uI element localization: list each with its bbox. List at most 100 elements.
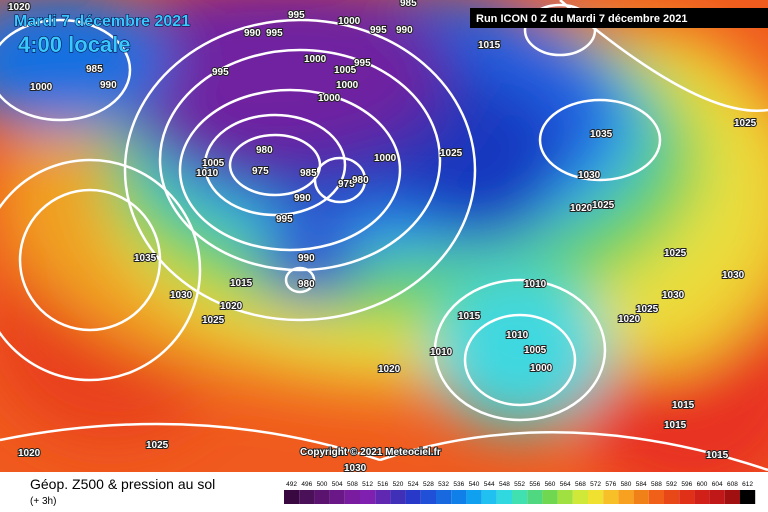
scale-swatch	[633, 490, 649, 504]
isobar-label: 1025	[636, 304, 659, 315]
isobar-label: 1000	[304, 54, 327, 65]
scale-label: 584	[636, 481, 647, 488]
isobar-label: 1025	[734, 118, 757, 129]
isobar-label: 1015	[230, 278, 253, 289]
isobar-label: 1035	[590, 129, 613, 140]
isobar-label: 1015	[478, 40, 501, 51]
isobar-label: 1025	[440, 148, 463, 159]
scale-label: 568	[575, 481, 586, 488]
isobar-label: 1015	[672, 400, 695, 411]
scale-swatch	[648, 490, 664, 504]
isobar-label: 1005	[334, 65, 357, 76]
isobar-label: 1000	[318, 93, 341, 104]
scale-swatch	[390, 490, 406, 504]
scale-swatch	[284, 490, 300, 504]
isobar-label: 1010	[506, 330, 529, 341]
scale-swatch	[451, 490, 467, 504]
scale-swatch	[466, 490, 482, 504]
isobar-label: 995	[354, 58, 371, 69]
scale-swatch	[436, 490, 452, 504]
isobar-label: 995	[370, 25, 387, 36]
color-scale: 492 496 500 504 508 512 516 520 524 528 532 536 540 5…	[284, 481, 756, 504]
scale-label: 556	[529, 481, 540, 488]
isobar-label: 1020	[8, 2, 31, 13]
scale-label: 588	[651, 481, 662, 488]
isobar-label: 1000	[30, 82, 53, 93]
date: Mardi 7 décembre 2021	[14, 13, 190, 30]
isobar-label: 990	[298, 253, 315, 264]
scale-swatch	[679, 490, 695, 504]
run-title: Run ICON 0 Z du Mardi 7 décembre 2021	[476, 13, 688, 25]
scale-swatch	[344, 490, 360, 504]
scale-swatch	[420, 490, 436, 504]
scale-label: 552	[514, 481, 525, 488]
scale-swatch	[740, 490, 756, 504]
isobar-label: 975	[338, 179, 355, 190]
scale-swatch	[314, 490, 330, 504]
isobar-label: 1025	[146, 440, 169, 451]
scale-label: 548	[499, 481, 510, 488]
scale-label: 544	[484, 481, 495, 488]
scale-swatch	[512, 490, 528, 504]
scale-swatch	[299, 490, 315, 504]
scale-label: 604	[712, 481, 723, 488]
isobar-label: 985	[86, 64, 103, 75]
isobar-label: 1025	[664, 248, 687, 259]
isobar-label: 1020	[220, 301, 243, 312]
scale-label: 504	[332, 481, 343, 488]
isobars	[0, 0, 768, 472]
footer-title: Géop. Z500 & pression au sol	[30, 476, 216, 492]
scale-swatch	[542, 490, 558, 504]
isobar-label: 980	[352, 175, 369, 186]
scale-label: 612	[742, 481, 753, 488]
scale-label: 492	[286, 481, 297, 488]
scale-swatch	[618, 490, 634, 504]
scale-swatch	[405, 490, 421, 504]
isobar-label: 1000	[530, 363, 553, 374]
isobar-label: 1015	[458, 311, 481, 322]
isobar-label: 990	[100, 80, 117, 91]
scale-label: 572	[590, 481, 601, 488]
scale-label: 592	[666, 481, 677, 488]
scale-label: 532	[438, 481, 449, 488]
scale-label: 600	[697, 481, 708, 488]
scale-label: 500	[317, 481, 328, 488]
isobar-label: 980	[256, 145, 273, 156]
isobar-label: 1020	[378, 364, 401, 375]
isobar-label: 980	[298, 279, 315, 290]
scale-label: 580	[621, 481, 632, 488]
scale-swatch	[557, 490, 573, 504]
isobar-label: 1030	[344, 463, 367, 472]
scale-label: 508	[347, 481, 358, 488]
scale-label: 596	[681, 481, 692, 488]
isobar-label: 1030	[662, 290, 685, 301]
isobar-label: 1010	[524, 279, 547, 290]
scale-swatch	[588, 490, 604, 504]
isobar-label: 1020	[18, 448, 41, 459]
scale-label: 540	[469, 481, 480, 488]
scale-swatch	[329, 490, 345, 504]
scale-swatch	[496, 490, 512, 504]
run-box	[470, 8, 768, 28]
scale-swatch	[664, 490, 680, 504]
isobar-label: 1000	[336, 80, 359, 91]
scale-label: 496	[301, 481, 312, 488]
scale-label: 516	[377, 481, 388, 488]
isobar-label: 1015	[664, 420, 687, 431]
isobar-label: 1000	[338, 16, 361, 27]
scale-label: 536	[453, 481, 464, 488]
scale-label: 564	[560, 481, 571, 488]
scale-label: 528	[423, 481, 434, 488]
isobar-label: 1005	[202, 158, 225, 169]
scale-label: 576	[605, 481, 616, 488]
isobar-label: 1035	[134, 253, 157, 264]
scale-swatch	[709, 490, 725, 504]
isobar-label: 1020	[618, 314, 641, 325]
isobar-label: 1030	[722, 270, 745, 281]
isobar-label: 975	[252, 166, 269, 177]
isobar-label: 995	[276, 214, 293, 225]
scale-label: 520	[393, 481, 404, 488]
scale-label: 608	[727, 481, 738, 488]
